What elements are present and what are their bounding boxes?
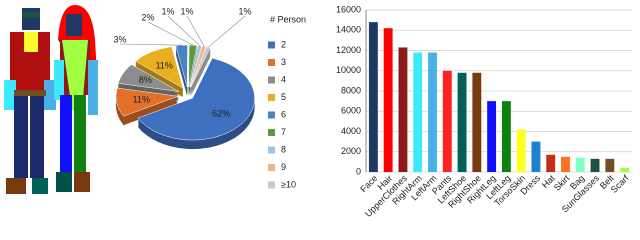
bar — [620, 167, 630, 172]
pie-slice — [190, 45, 207, 88]
y-tick-label: 0 — [356, 166, 361, 176]
leader-line — [208, 15, 246, 48]
bar — [531, 141, 541, 172]
people-image — [4, 5, 98, 194]
slice-side — [190, 54, 211, 96]
y-tick-label: 6000 — [341, 106, 361, 116]
leader-line — [147, 21, 194, 46]
bar — [442, 70, 452, 172]
legend-swatch — [268, 146, 275, 154]
leg — [14, 96, 28, 178]
bar — [516, 129, 526, 172]
slice-side — [190, 53, 211, 95]
legend-label: 3 — [281, 57, 286, 67]
value-label: 1% — [180, 6, 193, 16]
legend-label: ≥10 — [281, 179, 296, 189]
value-label: 11% — [156, 61, 173, 71]
legend-swatch — [268, 111, 275, 119]
boot — [56, 172, 72, 192]
scarf — [24, 32, 38, 52]
y-tick-label: 8000 — [341, 85, 361, 95]
legend-swatch — [268, 129, 275, 136]
value-label: 62% — [212, 109, 230, 119]
y-tick-label: 16000 — [336, 4, 361, 14]
y-tick-label: 2000 — [341, 146, 361, 156]
legend-swatch — [268, 76, 275, 84]
leg — [60, 95, 72, 175]
legend-label: 8 — [281, 144, 286, 154]
leg — [74, 95, 86, 175]
legend-swatch — [268, 164, 275, 171]
shoe — [32, 178, 48, 194]
bar — [368, 22, 378, 173]
value-label: 3% — [113, 34, 126, 44]
value-label: 8% — [139, 75, 152, 85]
slice-side — [190, 50, 211, 92]
leader-line — [186, 15, 205, 47]
legend-label: 5 — [281, 92, 286, 102]
figure: # Person 62% 11% 8% 11% 3% 2% 1% 1% 1% 2 3 4 5 6 7 8 9 ≥1… — [4, 4, 632, 219]
glasses — [22, 12, 40, 18]
legend-swatch — [268, 41, 275, 49]
pie-slice — [188, 44, 198, 88]
pie-slice — [137, 57, 255, 141]
slice-side — [190, 48, 211, 90]
leg — [30, 96, 44, 178]
head — [22, 8, 40, 30]
bar — [575, 157, 585, 172]
arm — [54, 60, 64, 100]
bar — [590, 158, 600, 172]
bar — [561, 156, 570, 172]
bar — [546, 154, 556, 172]
y-tick-label: 10000 — [336, 65, 361, 75]
bar — [383, 28, 393, 172]
legend-label: 4 — [281, 74, 286, 84]
head — [66, 14, 82, 36]
bar — [398, 47, 408, 172]
value-label: 2% — [141, 12, 154, 22]
bar — [501, 101, 511, 172]
y-tick-label: 12000 — [336, 45, 361, 55]
y-tick-label: 14000 — [336, 25, 361, 35]
legend-swatch — [268, 181, 275, 189]
slice-side — [190, 52, 211, 94]
pie-slice — [135, 46, 184, 89]
leader-line — [167, 15, 200, 46]
bar — [605, 158, 615, 172]
y-tick-label: 4000 — [341, 126, 361, 136]
bar — [472, 72, 482, 172]
arm — [88, 60, 98, 115]
pie-slice — [175, 44, 188, 88]
slice-side — [190, 51, 211, 93]
legend-label: 9 — [281, 162, 286, 172]
leader-line — [119, 43, 182, 46]
bar — [413, 52, 423, 172]
legend-label: 2 — [281, 39, 286, 49]
legend-label: 6 — [281, 109, 286, 119]
scarf — [62, 40, 88, 110]
value-label: 11% — [133, 94, 150, 104]
arm — [44, 80, 56, 110]
belt — [14, 90, 46, 96]
legend-swatch — [268, 59, 275, 66]
bar — [457, 72, 467, 172]
legend-label: 7 — [281, 127, 286, 137]
x-tick-label: Scarf — [609, 173, 631, 195]
value-label: 1% — [238, 6, 251, 16]
pie-slice — [115, 87, 179, 117]
slice-side — [190, 49, 211, 91]
slice-side — [190, 55, 211, 97]
shoe — [6, 178, 26, 194]
bar — [428, 52, 437, 172]
bar — [487, 101, 497, 172]
arm — [4, 80, 16, 110]
pie-slice — [117, 64, 180, 92]
legend-title: # Person — [270, 14, 306, 24]
value-label: 1% — [161, 6, 174, 16]
legend-swatch — [268, 94, 275, 101]
boot — [74, 172, 90, 192]
